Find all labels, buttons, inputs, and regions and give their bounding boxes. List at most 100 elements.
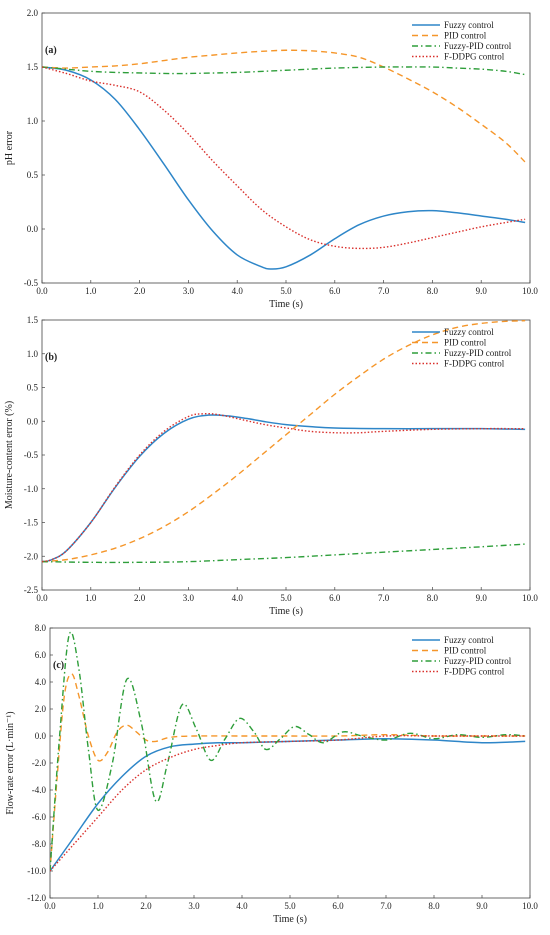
- legend-entry: Fuzzy control: [444, 635, 494, 645]
- y-tick-label: 0.0: [27, 224, 39, 234]
- y-tick-label: -12.0: [27, 893, 46, 903]
- y-tick-label: 1.0: [27, 116, 39, 126]
- x-tick-label: 9.0: [476, 901, 488, 911]
- series-group: [50, 631, 526, 872]
- y-tick-label: 1.0: [27, 349, 39, 359]
- y-axis-label: pH error: [4, 130, 15, 165]
- x-tick-label: 7.0: [378, 593, 390, 603]
- x-tick-label: 4.0: [232, 286, 244, 296]
- y-tick-label: 4.0: [35, 677, 47, 687]
- chart-panel-1: 0.0 1.0 2.0 3.0 4.0 5.0 6.0 7.0 8.0 9.0 10.0-0.50.…: [4, 8, 538, 310]
- y-tick-label: -2.0: [24, 551, 39, 561]
- x-tick-label: 5.0: [284, 901, 296, 911]
- x-tick-label: 4.0: [236, 901, 248, 911]
- x-tick-label: 5.0: [280, 286, 292, 296]
- y-tick-label: -10.0: [27, 866, 46, 876]
- x-tick-label: 5.0: [280, 593, 292, 603]
- chart-panel-2: 0.0 1.0 2.0 3.0 4.0 5.0 6.0 7.0 8.0 9.0 10.0 -2.5 -2…: [4, 315, 538, 617]
- legend-entry: Fuzzy-PID control: [444, 348, 512, 358]
- panel-label: (b): [45, 352, 57, 363]
- series-line-fuzzy-pid: [42, 543, 526, 564]
- y-tick-label: 1.5: [27, 315, 39, 325]
- y-tick-label: -1.5: [24, 518, 39, 528]
- x-tick-label: 4.0: [232, 593, 244, 603]
- legend-entry: Fuzzy control: [444, 327, 494, 337]
- series-line-fuzzy-pid: [42, 66, 526, 76]
- x-tick-label: 2.0: [140, 901, 152, 911]
- series-group: [42, 320, 526, 564]
- legend-entry: Fuzzy-PID control: [444, 41, 512, 51]
- x-tick-label: 3.0: [183, 286, 195, 296]
- x-tick-label: 2.0: [134, 286, 146, 296]
- series-line-fuzzy-pid: [50, 631, 526, 872]
- series-group: [42, 49, 526, 270]
- series-line-fuzzy: [42, 414, 526, 563]
- series-line-pid: [50, 673, 526, 872]
- x-tick-label: 6.0: [329, 593, 341, 603]
- y-axis-label: Flow-rate error (L·min⁻¹): [5, 711, 16, 814]
- x-tick-label: 9.0: [476, 593, 488, 603]
- y-tick-label: -2.0: [32, 758, 47, 768]
- y-tick-label: -2.5: [24, 585, 39, 595]
- series-line-fuzzy: [50, 737, 526, 872]
- x-tick-label: 3.0: [188, 901, 200, 911]
- legend-entry: F-DDPG control: [444, 667, 505, 677]
- legend-entry: Fuzzy control: [444, 20, 494, 30]
- legend-entry: PID control: [444, 338, 487, 348]
- x-tick-label: 1.0: [92, 901, 104, 911]
- legend-entry: PID control: [444, 646, 487, 656]
- x-tick-label: 8.0: [427, 593, 439, 603]
- y-tick-label: -1.0: [24, 484, 39, 494]
- series-line-pid: [42, 320, 526, 563]
- x-tick-label: 0.0: [36, 286, 48, 296]
- x-tick-label: 1.0: [85, 593, 97, 603]
- series-line-fddpg: [42, 66, 526, 250]
- x-tick-label: 0.0: [44, 901, 56, 911]
- y-tick-label: -8.0: [32, 839, 47, 849]
- y-tick-label: -0.5: [24, 278, 39, 288]
- x-axis-label: Time (s): [269, 606, 303, 617]
- x-tick-label: 7.0: [380, 901, 392, 911]
- y-tick-label: 1.5: [27, 62, 39, 72]
- x-tick-label: 0.0: [36, 593, 48, 603]
- y-tick-label: 0.5: [27, 383, 39, 393]
- x-tick-label: 10.0: [522, 901, 538, 911]
- x-tick-label: 10.0: [522, 286, 538, 296]
- x-tick-label: 8.0: [427, 286, 439, 296]
- legend-entry: PID control: [444, 31, 487, 41]
- y-tick-label: 8.0: [35, 623, 47, 633]
- x-tick-label: 6.0: [332, 901, 344, 911]
- x-tick-label: 1.0: [85, 286, 97, 296]
- y-tick-label: 2.0: [35, 704, 47, 714]
- y-tick-label: 6.0: [35, 650, 47, 660]
- x-tick-label: 7.0: [378, 286, 390, 296]
- chart-panel-3: 0.0 1.0 2.0 3.0 4.0 5.0 6.0 7.0 8.0 9.0 10.0 -12.0 -…: [5, 623, 538, 925]
- y-tick-label: 2.0: [27, 8, 39, 18]
- y-axis-label: Moisture-content error (%): [4, 401, 15, 509]
- legend-entry: F-DDPG control: [444, 359, 505, 369]
- x-tick-label: 10.0: [522, 593, 538, 603]
- y-tick-label: 0.0: [27, 416, 39, 426]
- y-tick-label: -6.0: [32, 812, 47, 822]
- y-tick-label: -4.0: [32, 785, 47, 795]
- series-line-fddpg: [50, 735, 526, 872]
- x-tick-label: 2.0: [134, 593, 146, 603]
- panel-label: (c): [53, 660, 64, 671]
- y-tick-label: -0.5: [24, 450, 39, 460]
- series-line-fuzzy: [42, 66, 526, 270]
- legend-entry: Fuzzy-PID control: [444, 656, 512, 666]
- x-tick-label: 3.0: [183, 593, 195, 603]
- legend-entry: F-DDPG control: [444, 52, 505, 62]
- x-tick-label: 9.0: [476, 286, 488, 296]
- series-line-fddpg: [42, 412, 526, 563]
- panel-label: (a): [45, 45, 57, 56]
- x-tick-label: 6.0: [329, 286, 341, 296]
- x-axis-label: Time (s): [269, 299, 303, 310]
- y-tick-label: 0.5: [27, 170, 39, 180]
- y-tick-label: 0.0: [35, 731, 47, 741]
